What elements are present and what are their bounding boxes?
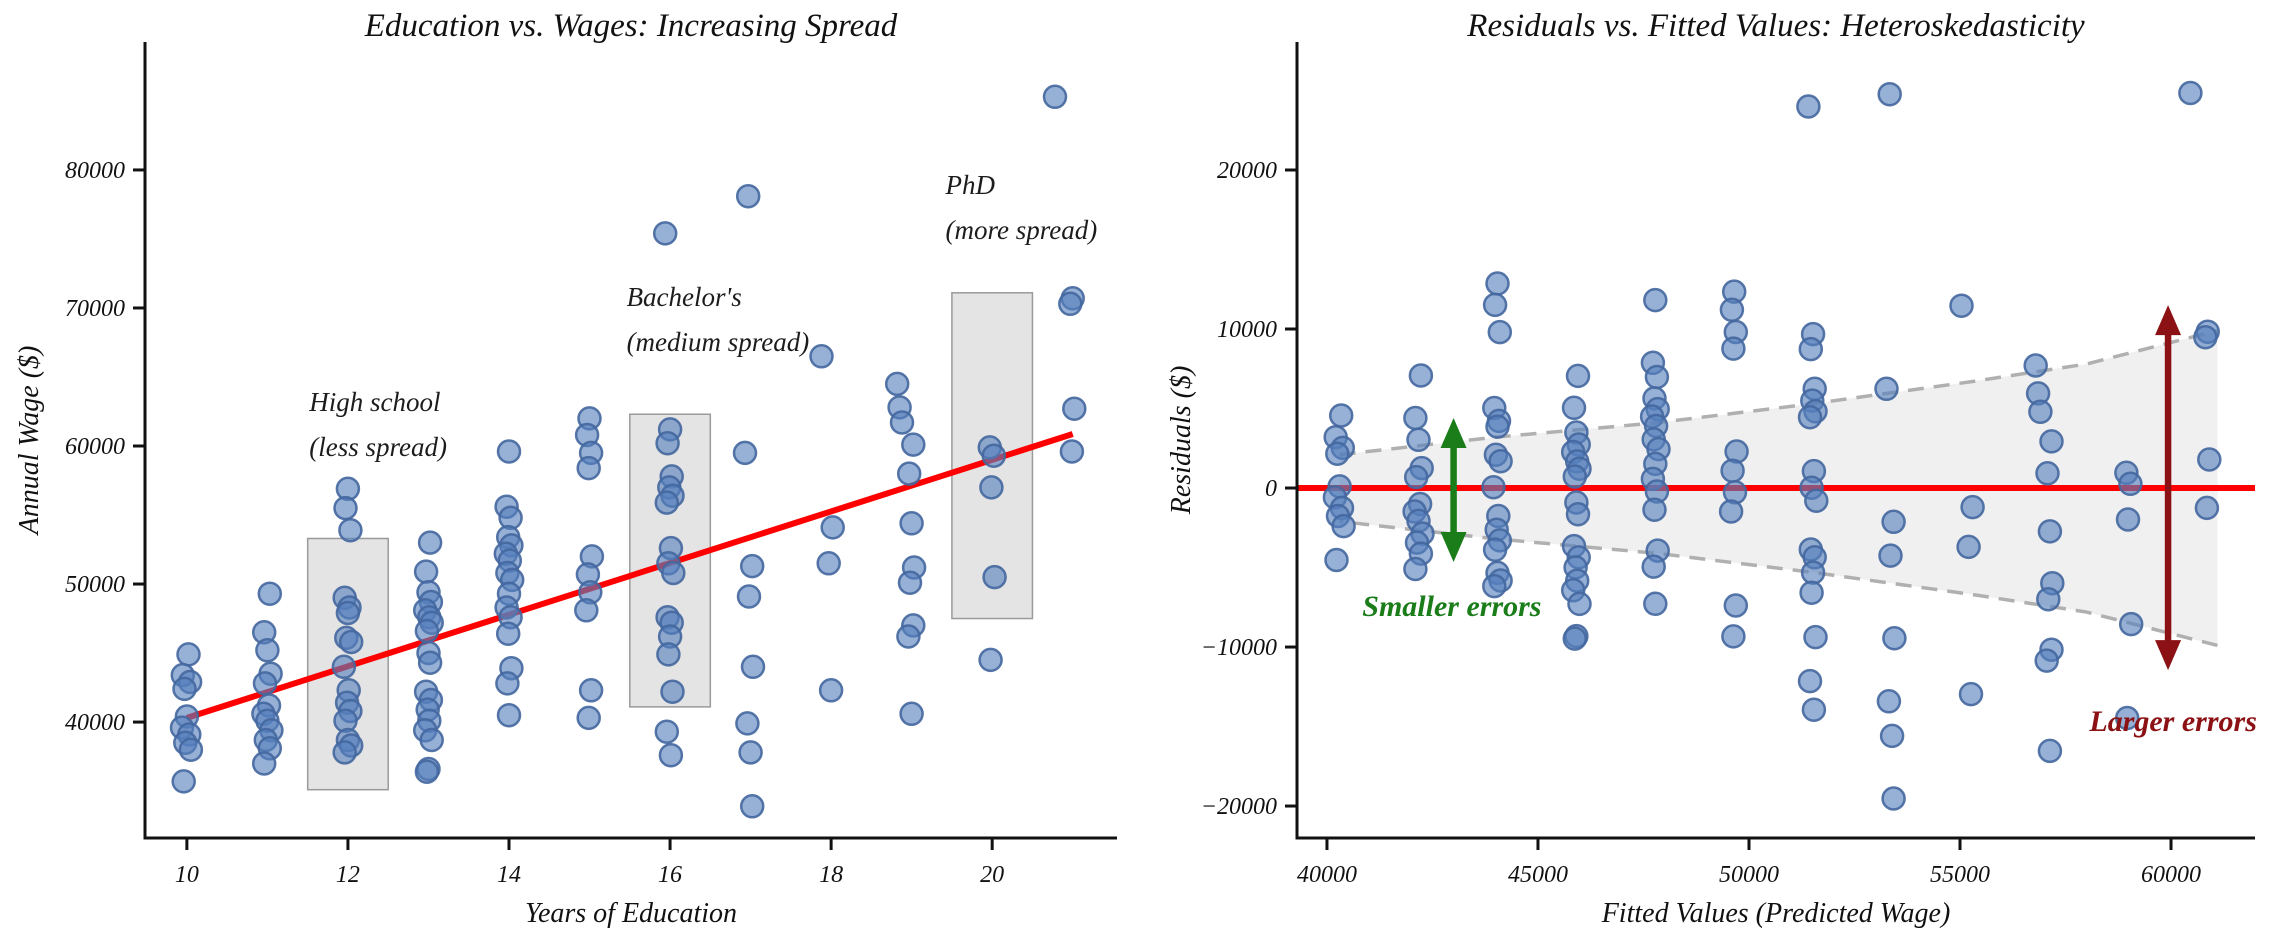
svg-text:20000: 20000: [1217, 158, 1277, 184]
annotation-bachelors-line1: Bachelor's: [626, 281, 742, 312]
right-x-axis-label: Fitted Values (Predicted Wage): [1601, 898, 1951, 929]
svg-text:60000: 60000: [65, 434, 125, 460]
annotation-phd-line2: (more spread): [945, 215, 1098, 246]
svg-text:14: 14: [497, 862, 521, 888]
annotation-high-school: High school (less spread): [309, 380, 447, 470]
annotation-bachelors-line2: (medium spread): [626, 326, 810, 357]
svg-text:50000: 50000: [1719, 862, 1779, 888]
svg-text:−10000: −10000: [1201, 635, 1277, 661]
svg-text:16: 16: [658, 862, 682, 888]
svg-text:45000: 45000: [1508, 862, 1568, 888]
svg-text:12: 12: [336, 862, 360, 888]
annotation-phd-line1: PhD: [945, 170, 995, 201]
larger-errors-label: Larger errors: [2089, 704, 2257, 738]
smaller-errors-label: Smaller errors: [1362, 590, 1542, 624]
svg-text:0: 0: [1265, 476, 1277, 502]
svg-text:55000: 55000: [1930, 862, 1990, 888]
svg-text:10000: 10000: [1217, 317, 1277, 343]
left-y-axis-label: Annual Wage ($): [14, 345, 45, 535]
svg-text:50000: 50000: [65, 572, 125, 598]
svg-text:40000: 40000: [65, 710, 125, 736]
annotation-phd: PhD (more spread): [945, 163, 1097, 253]
left-chart-title: Education vs. Wages: Increasing Spread: [364, 8, 898, 44]
annotation-high-school-line1: High school: [309, 386, 441, 417]
svg-text:70000: 70000: [65, 296, 125, 322]
svg-text:20: 20: [980, 862, 1004, 888]
annotation-high-school-line2: (less spread): [309, 431, 448, 462]
svg-text:−20000: −20000: [1201, 794, 1277, 820]
right-chart-title: Residuals vs. Fitted Values: Heteroskeda…: [1467, 8, 2085, 44]
svg-text:10: 10: [175, 862, 199, 888]
right-y-axis-label: Residuals ($): [1166, 365, 1197, 515]
left-x-axis-label: Years of Education: [524, 898, 738, 929]
svg-text:18: 18: [819, 862, 843, 888]
svg-text:40000: 40000: [1297, 862, 1357, 888]
svg-text:60000: 60000: [2141, 862, 2201, 888]
svg-text:80000: 80000: [65, 158, 125, 184]
annotation-bachelors: Bachelor's (medium spread): [627, 275, 810, 365]
